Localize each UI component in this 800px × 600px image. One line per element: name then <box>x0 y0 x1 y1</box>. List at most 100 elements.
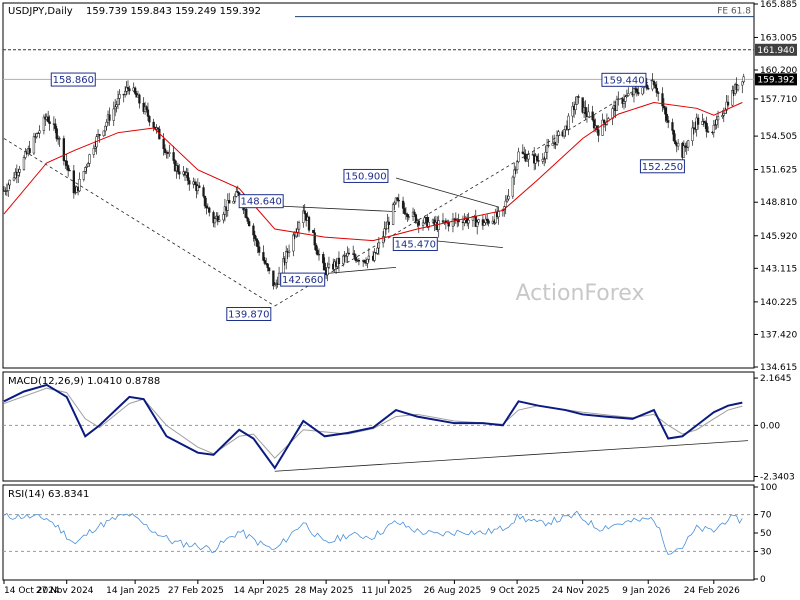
candle-body <box>674 140 677 144</box>
candle-body <box>637 92 640 95</box>
pivot-label-text: 148.640 <box>240 197 281 208</box>
candle-body <box>706 131 710 133</box>
candle-body <box>716 116 720 121</box>
candle-body <box>256 240 259 248</box>
candle-body <box>651 80 654 90</box>
rsi-y-tick-label: 50 <box>760 529 772 539</box>
x-tick-label: 26 Aug 2025 <box>424 586 482 596</box>
candle-body <box>667 120 670 123</box>
candle-body <box>525 158 529 162</box>
candle-body <box>347 252 351 255</box>
candle-body <box>662 105 666 109</box>
x-tick-label: 9 Oct 2025 <box>490 586 540 596</box>
candle-body <box>163 148 167 153</box>
candle-body <box>125 87 128 92</box>
candle-body <box>32 136 36 154</box>
candle-body <box>255 238 258 241</box>
candle-body <box>731 90 734 106</box>
price-y-tick-label: 145.920 <box>760 232 797 242</box>
price-title: USDJPY,Daily <box>8 6 73 17</box>
candle-body <box>686 140 690 148</box>
candle-body <box>74 192 77 194</box>
x-tick-label: 11 Jul 2025 <box>361 586 412 596</box>
candle-body <box>601 119 604 136</box>
candle-body <box>252 225 255 236</box>
price-panel: USDJPY,Daily 159.739 159.843 159.249 159… <box>2 0 797 373</box>
moving-average-line <box>3 101 743 242</box>
candle-body <box>232 200 235 204</box>
moving-average <box>3 101 743 242</box>
candle-body <box>401 200 405 209</box>
candle-body <box>312 229 315 233</box>
candle-body <box>373 252 376 261</box>
candle-body <box>483 222 486 226</box>
x-tick-label: 14 Jan 2025 <box>106 586 160 596</box>
candle-body <box>145 106 148 111</box>
candle-body <box>303 210 306 214</box>
macd-signal-line <box>3 387 743 459</box>
candle-body <box>451 218 455 227</box>
candle-body <box>363 259 366 263</box>
trendline <box>395 177 499 208</box>
candle-body <box>78 178 81 192</box>
x-tick-label: 27 Nov 2024 <box>36 586 94 596</box>
candle-body <box>625 95 629 97</box>
candle-body <box>317 254 321 256</box>
price-overlays: FE 61.8 <box>3 7 754 307</box>
candle-body <box>406 214 409 218</box>
pivot-label-box <box>392 236 438 251</box>
candle-body <box>476 221 479 227</box>
candle-body <box>342 255 345 265</box>
rsi-y-tick-label: 0 <box>760 575 766 585</box>
candle-body <box>65 160 68 166</box>
x-tick-label: 14 Apr 2025 <box>234 586 290 596</box>
candle-body <box>233 196 237 202</box>
macd-y-tick-label: 2.1645 <box>760 374 792 384</box>
candle-body <box>471 216 475 221</box>
candle-body <box>383 228 386 237</box>
candle-body <box>463 219 466 224</box>
candle-body <box>521 151 524 154</box>
candle-body <box>584 107 587 115</box>
candle-body <box>487 220 490 224</box>
candle-body <box>507 195 510 200</box>
candle-body <box>104 125 107 132</box>
candle-body <box>203 195 207 207</box>
candle-body <box>108 114 111 121</box>
price-y-tick-label: 134.615 <box>760 363 797 373</box>
macd-y-tick-label: 0.00 <box>760 421 780 431</box>
candle-body <box>245 208 248 219</box>
candle-body <box>58 138 61 140</box>
candle-body <box>146 109 150 117</box>
macd-y-axis: 2.1645 0.00 -2.3403 <box>754 374 795 483</box>
candle-body <box>391 204 395 225</box>
candle-body <box>477 219 480 223</box>
candle-body <box>92 148 95 155</box>
candle-body <box>696 117 700 125</box>
candle-body <box>557 131 560 136</box>
candle-body <box>202 187 205 197</box>
candle-body <box>413 211 416 215</box>
candle-body <box>592 119 596 129</box>
candle-body <box>176 165 180 172</box>
candle-body <box>88 154 91 164</box>
price-y-tick-label: 165.885 <box>760 0 797 10</box>
candle-body <box>253 234 257 239</box>
candle-body <box>575 96 579 105</box>
candle-body <box>226 200 229 211</box>
trendline <box>324 266 396 275</box>
candle-body <box>178 171 181 175</box>
candle-body <box>314 244 318 251</box>
candle-body <box>571 106 574 117</box>
candle-body <box>393 202 396 205</box>
rsi-plot <box>3 510 754 555</box>
candle-body <box>7 184 10 191</box>
price-panel-frame <box>2 2 755 369</box>
candle-body <box>567 115 570 130</box>
candle-body <box>28 148 31 154</box>
pivot-label-text: 150.900 <box>345 171 386 182</box>
candle-body <box>152 121 155 128</box>
candle-body <box>277 272 281 285</box>
macd-trendline <box>274 440 749 472</box>
candle-body <box>624 96 627 102</box>
